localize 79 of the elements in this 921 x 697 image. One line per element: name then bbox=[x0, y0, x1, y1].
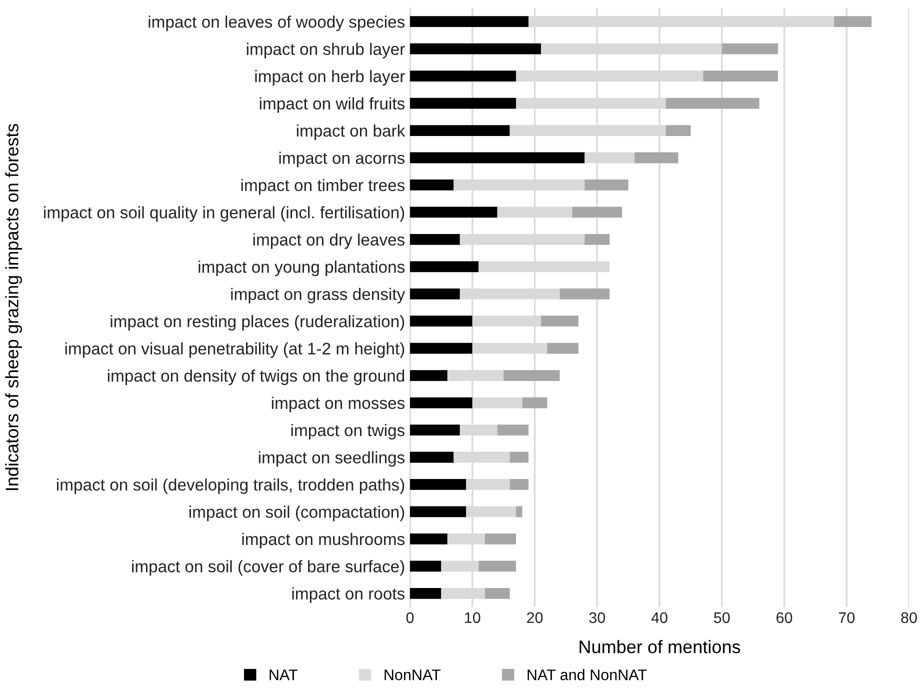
bar bbox=[478, 560, 516, 572]
bar bbox=[410, 479, 466, 490]
bar bbox=[410, 152, 585, 164]
y-tick-label: impact on grass density bbox=[231, 288, 406, 304]
y-tick-label: impact on seedlings bbox=[258, 451, 405, 467]
bar bbox=[410, 43, 541, 54]
bar bbox=[410, 206, 498, 218]
legend-label: NonNAT bbox=[384, 670, 441, 680]
bar bbox=[572, 206, 622, 218]
bar bbox=[560, 288, 610, 300]
bar bbox=[540, 316, 578, 327]
bar bbox=[666, 125, 691, 136]
y-tick-label: impact on soil (developing trails, trodden paths) bbox=[57, 478, 404, 494]
legend-label: NAT bbox=[270, 670, 298, 680]
bar bbox=[547, 342, 578, 354]
y-tick-label: impact on wild fruits bbox=[260, 97, 405, 113]
x-tick-label: 50 bbox=[714, 612, 730, 624]
bar bbox=[410, 180, 454, 190]
bar bbox=[410, 342, 472, 354]
bar bbox=[410, 288, 460, 300]
y-tick-label: impact on herb layer bbox=[255, 70, 405, 86]
y-tick-label: impact on density of twigs on the ground bbox=[108, 370, 404, 386]
y-tick-label: impact on soil quality in general (incl. fertilisation) bbox=[44, 206, 404, 222]
y-tick-label: impact on twigs bbox=[291, 424, 405, 440]
bar bbox=[484, 533, 516, 544]
bar bbox=[410, 424, 460, 436]
x-tick-label: 20 bbox=[527, 612, 543, 624]
bar bbox=[410, 506, 466, 518]
x-tick-label: 30 bbox=[589, 612, 606, 624]
bar bbox=[410, 397, 472, 408]
bar bbox=[410, 261, 479, 272]
y-tick-label: impact on bark bbox=[296, 124, 406, 140]
bar bbox=[410, 370, 448, 382]
y-tick-label: impact on mushrooms bbox=[242, 532, 405, 548]
x-axis-title: Number of mentions bbox=[580, 640, 740, 654]
bar bbox=[510, 452, 529, 463]
y-tick-label: impact on visual penetrability (at 1-2 m height) bbox=[65, 342, 404, 358]
bar bbox=[722, 43, 778, 54]
y-tick-label: impact on soil (cover of bare surface) bbox=[132, 560, 404, 576]
y-tick-label: impact on acorns bbox=[279, 152, 405, 168]
bar bbox=[410, 560, 442, 572]
bar bbox=[410, 452, 454, 463]
x-tick-label: 0 bbox=[406, 612, 414, 624]
bar bbox=[410, 70, 516, 82]
x-tick-label: 70 bbox=[838, 612, 855, 624]
x-tick-label: 80 bbox=[901, 612, 917, 624]
x-tick-label: 10 bbox=[465, 612, 480, 624]
y-tick-label: impact on roots bbox=[292, 587, 405, 603]
y-tick-label: impact on leaves of woody species bbox=[148, 16, 405, 32]
bar bbox=[510, 479, 529, 490]
bar bbox=[497, 424, 529, 436]
bar bbox=[410, 98, 516, 109]
y-tick-label: impact on mosses bbox=[272, 396, 405, 412]
bar bbox=[634, 152, 678, 164]
y-tick-label: impact on soil (compactation) bbox=[190, 506, 404, 522]
bar bbox=[516, 506, 522, 518]
bar bbox=[584, 180, 628, 190]
x-tick-label: 60 bbox=[776, 612, 792, 624]
bar bbox=[584, 234, 610, 245]
bar bbox=[834, 16, 872, 28]
legend-label: NAT and NonNAT bbox=[528, 669, 647, 680]
bar bbox=[410, 533, 448, 544]
bar bbox=[484, 588, 510, 599]
y-tick-label: impact on shrub layer bbox=[246, 42, 405, 58]
bar bbox=[666, 98, 760, 109]
bar bbox=[410, 588, 442, 599]
bar bbox=[522, 397, 548, 408]
bar bbox=[410, 16, 529, 28]
x-tick-label: 40 bbox=[651, 612, 668, 624]
bar bbox=[410, 234, 460, 245]
bar bbox=[410, 125, 510, 136]
y-axis-title: Indicators of sheep grazing impacts on forests bbox=[5, 124, 22, 490]
bar bbox=[410, 316, 472, 327]
y-tick-label: impact on timber trees bbox=[241, 178, 405, 194]
y-tick-label: impact on dry leaves bbox=[253, 233, 405, 249]
y-tick-label: impact on young plantations bbox=[198, 260, 405, 276]
bar bbox=[703, 70, 778, 82]
bar bbox=[504, 370, 560, 382]
y-tick-label: impact on resting places (ruderalization) bbox=[110, 315, 404, 331]
